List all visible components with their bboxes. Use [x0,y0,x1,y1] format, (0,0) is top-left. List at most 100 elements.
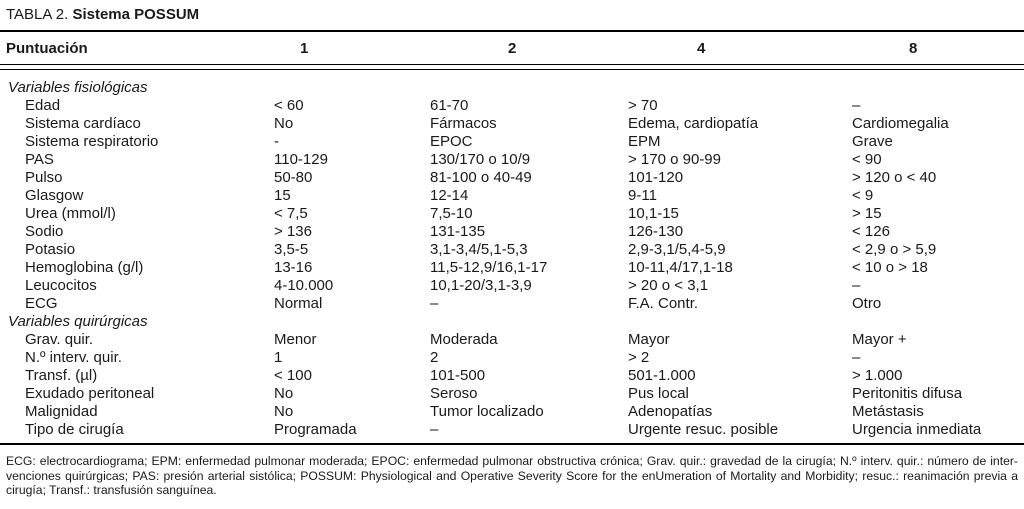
table-row: Urea (mmol/l) < 7,5 7,5-10 10,1-15 > 15 [0,205,1024,223]
header-score-4: 4 [697,40,706,57]
row-value: Fármacos [430,115,497,132]
table-row: Sistema respiratorio - EPOC EPM Grave [0,133,1024,151]
table-row: Exudado peritoneal No Seroso Pus local Perit… [0,385,1024,403]
row-value: Otro [852,295,882,312]
row-value: – [852,277,861,294]
table-body: Variables fisiológicas Edad < 60 61-70 > 70 –… [0,79,1024,439]
row-label: Transf. (µl) [25,367,98,384]
row-label: Urea (mmol/l) [25,205,116,222]
row-value: Grave [852,133,893,150]
row-value: 110-129 [274,151,328,168]
row-value: > 1.000 [852,367,903,384]
row-value: 2,9-3,1/5,4-5,9 [628,241,726,258]
row-value: 501-1.000 [628,367,696,384]
table-row: Grav. quir. Menor Moderada Mayor Mayor + [0,331,1024,349]
row-value: < 60 [274,97,304,114]
table-row: Transf. (µl) < 100 101-500 501-1.000 > 1.000 [0,367,1024,385]
header-score-8: 8 [909,40,918,57]
row-value: Moderada [430,331,498,348]
row-value: > 70 [628,97,658,114]
row-value: 101-120 [628,169,684,186]
row-value: < 10 o > 18 [852,259,928,276]
row-value: EPOC [430,133,473,150]
table-name: Sistema POSSUM [72,6,200,23]
table-row: Hemoglobina (g/l) 13-16 11,5-12,9/16,1-17 1… [0,259,1024,277]
row-value: Mayor + [852,331,907,348]
top-rule [0,30,1024,32]
row-value: < 9 [852,187,874,204]
row-value: No [274,115,294,132]
row-value: < 126 [852,223,890,240]
row-value: – [852,97,861,114]
row-value: – [430,421,439,438]
row-value: < 90 [852,151,882,168]
row-label: Potasio [25,241,76,258]
table-footnote: ECG: electrocardiograma; EPM: enfermedad… [6,454,1018,498]
table-row: ECG Normal – F.A. Contr. Otro [0,295,1024,313]
row-value: – [430,295,439,312]
row-value: 10-11,4/17,1-18 [628,259,733,276]
row-value: Urgente resuc. posible [628,421,779,438]
row-value: 12-14 [430,187,469,204]
row-value: No [274,403,294,420]
row-label: Hemoglobina (g/l) [25,259,144,276]
row-label: N.º interv. quir. [25,349,122,366]
footnote-line: ECG: electrocardiograma; EPM: enfermedad… [6,454,1018,468]
table-row: PAS 110-129 130/170 o 10/9 > 170 o 90-99 < 9… [0,151,1024,169]
row-value: 10,1-20/3,1-3,9 [430,277,532,294]
table-row: N.º interv. quir. 1 2 > 2 – [0,349,1024,367]
table-header-row: Puntuación 1 2 4 8 [0,40,1024,58]
row-value: Urgencia inmediata [852,421,982,438]
table-row: Glasgow 15 12-14 9-11 < 9 [0,187,1024,205]
row-label: Sodio [25,223,64,240]
row-value: Tumor localizado [430,403,544,420]
row-value: Adenopatías [628,403,713,420]
table-row: Tipo de cirugía Programada – Urgente resuc.… [0,421,1024,439]
bottom-rule [0,443,1024,445]
row-label: Pulso [25,169,63,186]
row-label: Glasgow [25,187,84,204]
row-value: 61-70 [430,97,469,114]
table-title: TABLA 2. Sistema POSSUM [6,6,1024,24]
row-value: Normal [274,295,323,312]
row-label: Grav. quir. [25,331,94,348]
table-row: Potasio 3,5-5 3,1-3,4/5,1-5,3 2,9-3,1/5,4-5… [0,241,1024,259]
row-label: Sistema cardíaco [25,115,141,132]
row-value: Mayor [628,331,670,348]
document-page: TABLA 2. Sistema POSSUM Puntuación 1 2 4… [0,6,1024,509]
row-value: - [274,133,279,150]
row-label: PAS [25,151,54,168]
row-label: Tipo de cirugía [25,421,124,438]
row-value: 130/170 o 10/9 [430,151,531,168]
row-value: 1 [274,349,283,366]
row-value: 10,1-15 [628,205,679,222]
row-value: 50-80 [274,169,313,186]
header-score-label: Puntuación [6,40,88,57]
row-label: Sistema respiratorio [25,133,159,150]
row-value: Programada [274,421,357,438]
row-value: – [852,349,861,366]
row-value: EPM [628,133,661,150]
header-rule [0,64,1024,70]
row-value: 4-10.000 [274,277,334,294]
header-score-2: 2 [508,40,517,57]
row-value: < 100 [274,367,312,384]
row-value: Metástasis [852,403,924,420]
row-label: ECG [25,295,58,312]
row-value: 9-11 [628,187,657,204]
row-value: 11,5-12,9/16,1-17 [430,259,548,276]
row-value: > 15 [852,205,882,222]
row-value: 131-135 [430,223,486,240]
row-value: F.A. Contr. [628,295,699,312]
row-value: > 170 o 90-99 [628,151,721,168]
table-row: Malignidad No Tumor localizado Adenopatías M… [0,403,1024,421]
row-value: 7,5-10 [430,205,473,222]
table-row: Edad < 60 61-70 > 70 – [0,97,1024,115]
row-value: Pus local [628,385,689,402]
row-label: Leucocitos [25,277,97,294]
row-value: 15 [274,187,291,204]
footnote-line: venciones quirúrgicas; PAS: presión arte… [6,468,1018,483]
table-row: Sistema cardíaco No Fármacos Edema, cardiop… [0,115,1024,133]
row-value: 126-130 [628,223,684,240]
row-value: > 136 [274,223,312,240]
